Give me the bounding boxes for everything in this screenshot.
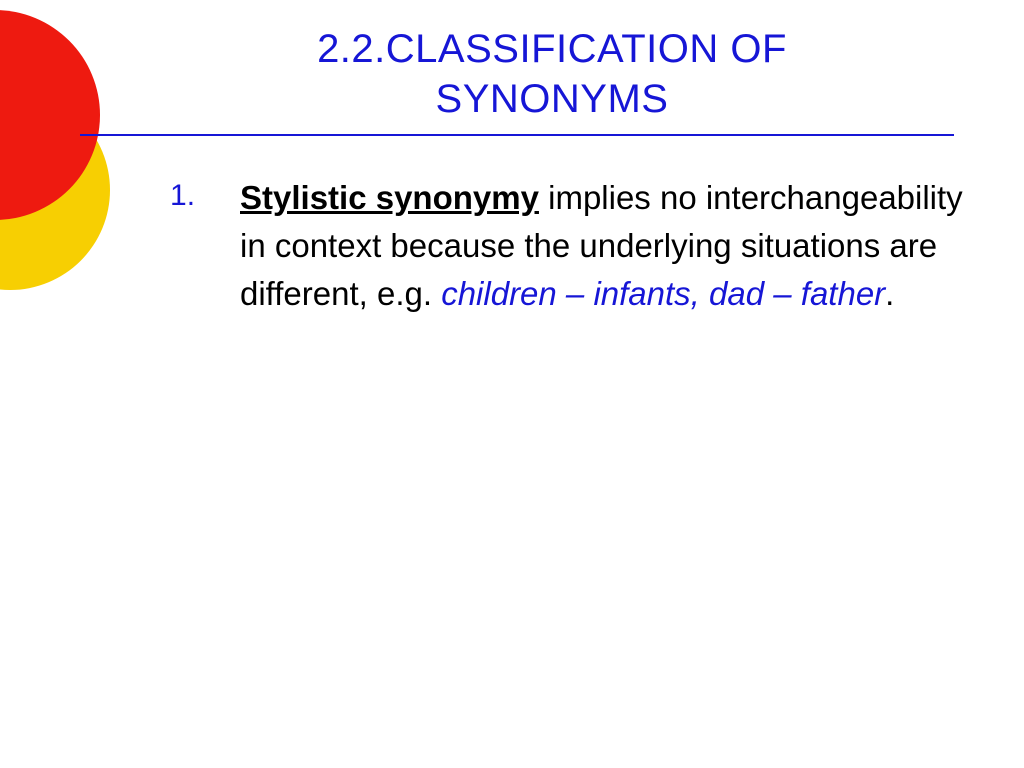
title-line-1: 2.2.CLASSIFICATION OF [317,27,787,71]
item-tail: . [885,275,894,312]
title-line-2: SYNONYMS [436,77,669,121]
content-area: Stylistic synonymy implies no interchang… [190,174,964,318]
numbered-list: Stylistic synonymy implies no interchang… [190,174,964,318]
title-underline [80,134,954,136]
slide-title: 2.2.CLASSIFICATION OF SYNONYMS [140,24,964,124]
list-item: Stylistic synonymy implies no interchang… [190,174,964,318]
example-text: children – infants, dad – father [441,275,885,312]
term: Stylistic synonymy [240,179,539,216]
slide: 2.2.CLASSIFICATION OF SYNONYMS Stylistic… [0,0,1024,768]
